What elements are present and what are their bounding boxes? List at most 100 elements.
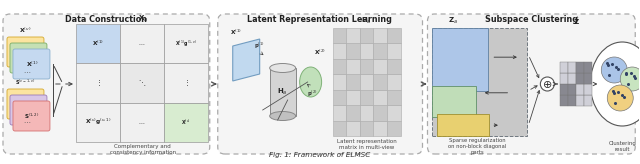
Text: Fig. 1: Framework of ELMSC: Fig. 1: Framework of ELMSC [269,152,371,158]
Bar [584,62,592,73]
FancyBboxPatch shape [13,101,50,131]
Text: $\mathbf{p}^{(2)}$: $\mathbf{p}^{(2)}$ [307,89,318,99]
Text: $\mathbf{X}^{(1)}$: $\mathbf{X}^{(1)}$ [26,59,38,69]
Bar [76,24,120,63]
FancyBboxPatch shape [7,37,44,67]
Bar [346,74,360,90]
Bar [164,63,208,103]
Bar [373,28,387,43]
Bar [346,121,360,136]
Bar [333,121,346,136]
Bar [360,105,373,121]
Bar [561,73,568,84]
Bar [333,90,346,105]
Bar [387,90,401,105]
Bar [373,74,387,90]
Bar [120,103,164,142]
Bar [568,62,576,73]
Text: $\mathbf{X}^{(1)}$: $\mathbf{X}^{(1)}$ [230,28,242,37]
Text: $\mathbf{Z}_a$: $\mathbf{Z}_a$ [447,16,458,26]
Text: $\mathbf{p}^{(1)}$: $\mathbf{p}^{(1)}$ [254,41,265,51]
Bar [387,74,401,90]
Text: Latent representation
matrix in multi-view: Latent representation matrix in multi-vi… [337,139,396,150]
Bar [576,95,584,106]
FancyBboxPatch shape [7,89,44,119]
Bar [387,105,401,121]
Text: $\mathbf{X}^{(v)}\mathbf{g}^{(v,1)}$: $\mathbf{X}^{(v)}\mathbf{g}^{(v,1)}$ [84,117,111,127]
Text: $\ddots$: $\ddots$ [138,78,146,88]
Text: $\mathbf{H}_a$: $\mathbf{H}_a$ [277,87,288,97]
Bar [76,103,120,142]
Bar [387,59,401,74]
Bar [576,84,584,95]
Bar [120,24,164,63]
FancyBboxPatch shape [3,14,210,154]
Bar [333,43,346,59]
Bar [584,95,592,106]
Text: $\cdots$: $\cdots$ [138,41,145,46]
Circle shape [620,67,640,91]
Text: $\mathbf{X}^{(1)}\mathbf{g}^{(1,v)}$: $\mathbf{X}^{(1)}\mathbf{g}^{(1,v)}$ [175,39,197,49]
Bar [373,43,387,59]
Text: $\oplus$: $\oplus$ [542,79,552,90]
Bar [387,28,401,43]
Ellipse shape [269,112,296,121]
Text: $\cdots$: $\cdots$ [138,120,145,125]
Bar [333,28,346,43]
Bar [360,43,373,59]
Bar [561,84,568,95]
Bar [561,62,568,73]
Text: Complementary and
consistency information: Complementary and consistency informatio… [110,144,176,155]
FancyBboxPatch shape [428,14,636,154]
Bar [360,74,373,90]
Text: $\mathbf{S}^{(v-1,v)}$: $\mathbf{S}^{(v-1,v)}$ [15,78,35,87]
Bar [568,95,576,106]
Bar [373,105,387,121]
FancyBboxPatch shape [218,14,422,154]
Text: $\mathbf{X}^{(v)}$: $\mathbf{X}^{(v)}$ [181,118,191,127]
Bar [584,73,592,84]
Circle shape [602,57,627,83]
Bar [164,103,208,142]
Bar [568,73,576,84]
Ellipse shape [269,63,296,72]
Polygon shape [233,39,260,81]
Text: $\vdots$: $\vdots$ [95,78,101,88]
Text: $\mathbf{X}^{(v)}$: $\mathbf{X}^{(v)}$ [19,26,31,35]
Bar [576,62,584,73]
Bar [373,59,387,74]
Bar [360,28,373,43]
Text: $\vdots$: $\vdots$ [183,78,189,88]
Bar [433,28,527,136]
Bar [433,28,488,91]
Text: $\mathbf{S}^{(1,2)}$: $\mathbf{S}^{(1,2)}$ [24,111,40,121]
Bar [584,84,592,95]
Bar [269,68,296,116]
Text: $\mathbf{X}^{(2)}$: $\mathbf{X}^{(2)}$ [314,48,326,57]
Bar [346,105,360,121]
Text: $\hat{\mathbf{Z}}$: $\hat{\mathbf{Z}}$ [573,16,580,27]
Bar [360,121,373,136]
Bar [568,84,576,95]
Ellipse shape [590,42,640,126]
Text: $\mathbf{X}^{(1)}$: $\mathbf{X}^{(1)}$ [92,39,104,48]
Ellipse shape [300,67,322,97]
FancyBboxPatch shape [10,95,47,125]
Bar [561,95,568,106]
FancyBboxPatch shape [10,43,47,73]
Bar [76,63,120,103]
Bar [360,59,373,74]
Bar [373,121,387,136]
Text: Subspace Clustering: Subspace Clustering [485,15,578,24]
Text: Latent Representation Learning: Latent Representation Learning [247,15,392,24]
Bar [164,24,208,63]
Bar [576,73,584,84]
Circle shape [540,77,554,91]
Bar [437,114,490,136]
Bar [333,105,346,121]
Bar [387,121,401,136]
Bar [433,86,476,117]
Text: Data Construction: Data Construction [65,15,147,24]
Text: Clustering
result: Clustering result [609,141,636,152]
Circle shape [607,85,633,111]
